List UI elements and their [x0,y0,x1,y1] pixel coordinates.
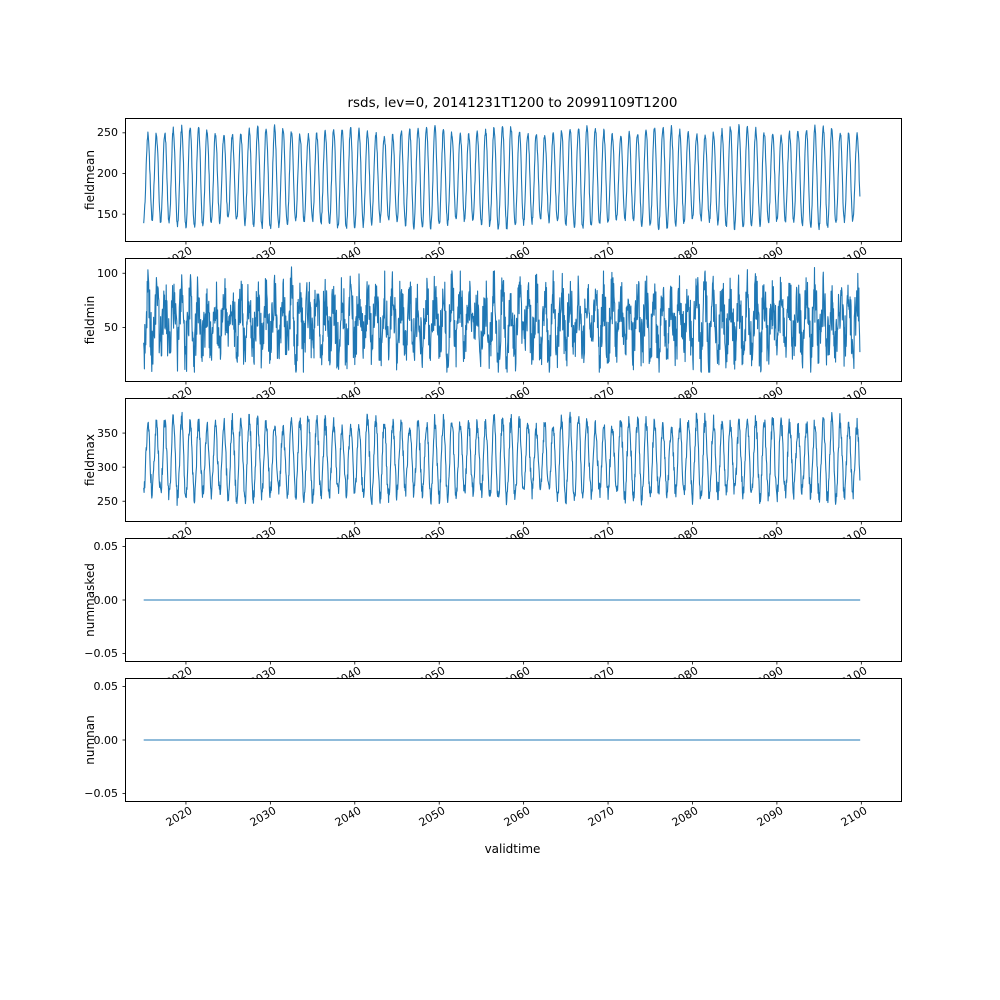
x-tick-label: 2030 [248,384,279,399]
x-tick-label: 2020 [163,804,195,830]
y-tick-label: 200 [97,166,118,180]
y-tick-label: 0.00 [93,593,119,607]
x-axis-label: validtime [484,842,541,856]
x-tick-label: 2050 [416,384,448,399]
x-tick-label: 2090 [754,244,786,259]
x-tick-label: 2060 [501,524,533,539]
subplot-fieldmean: fieldmean 150 200 250 2020 2030 2040 2050 2060… [83,118,902,259]
plot-area-fieldmean [122,124,862,245]
series-line [143,411,861,506]
figure-title: rsds, lev=0, 20141231T1200 to 20991109T1… [347,95,678,111]
x-tick-label: 2030 [248,524,279,539]
x-tick-labels: 2020 2030 2040 2050 2060 2070 2080 2090 2100 [126,522,946,539]
x-tick-label: 2060 [501,244,533,259]
y-tick-label: 0.05 [93,539,119,553]
x-tick-label: 2080 [670,524,701,539]
x-tick-label: 2050 [416,804,448,830]
x-tick-label: 2070 [585,804,617,830]
x-tick-label: 2100 [839,244,870,259]
x-tick-label: 2040 [332,664,364,679]
y-tick-label: 0.05 [93,679,119,693]
x-tick-label: 2100 [839,804,870,830]
x-tick-label: 2070 [585,384,617,399]
x-tick-label: 2040 [332,524,364,539]
x-tick-label: 2030 [248,804,279,830]
x-tick-label: 2080 [670,384,701,399]
y-tick-label: 150 [97,207,118,221]
x-tick-label: 2040 [332,804,364,830]
x-tick-label: 2020 [163,664,195,679]
x-tick-label: 2080 [670,244,701,259]
x-tick-label: 2060 [501,384,533,399]
x-tick-label: 2080 [670,804,701,830]
x-tick-label: 2070 [585,524,617,539]
y-tick-label: 250 [97,126,118,140]
series-line [143,124,861,231]
series-line [143,266,861,373]
x-tick-labels: 2020 2030 2040 2050 2060 2070 2080 2090 2100 [126,662,946,679]
x-tick-label: 2100 [839,524,870,539]
x-tick-label: 2090 [754,384,786,399]
y-tick-label: 0.00 [93,733,119,747]
y-tick-label: 250 [97,494,118,508]
subplot-fieldmax: fieldmax 250 300 350 2020 2030 2040 2050 2060 2… [83,398,902,539]
x-tick-label: 2020 [163,524,195,539]
y-axis-label-fieldmin: fieldmin [83,295,97,345]
y-tick-label: −0.05 [84,787,118,800]
plot-area-nummasked [122,546,862,665]
x-tick-labels: 2020 2030 2040 2050 2060 2070 2080 2090 2100 [126,242,946,259]
x-tick-label: 2020 [163,244,195,259]
x-tick-label: 2080 [670,664,701,679]
plot-area-fieldmin [122,266,862,385]
x-tick-label: 2070 [585,664,617,679]
y-tick-label: 300 [97,460,118,474]
x-tick-label: 2090 [754,664,786,679]
plot-area-numnan [122,686,862,805]
x-tick-label: 2090 [754,804,786,830]
y-axis-label-fieldmean: fieldmean [83,150,97,210]
y-tick-label: −0.05 [84,647,118,660]
subplot-numnan: numnan −0.05 0.00 0.05 2020 2030 2040 2050 206… [83,678,902,829]
x-tick-label: 2070 [585,244,617,259]
x-tick-label: 2040 [332,384,364,399]
x-tick-labels: 2020 2030 2040 2050 2060 2070 2080 2090 2100 [126,382,946,399]
x-tick-label: 2030 [248,664,279,679]
x-tick-label: 2060 [501,664,533,679]
x-tick-label: 2040 [332,244,364,259]
plot-area-fieldmax [122,411,862,525]
y-tick-label: 50 [104,321,118,335]
x-tick-label: 2100 [839,384,870,399]
x-tick-label: 2050 [416,244,448,259]
y-tick-label: 350 [97,426,118,440]
y-tick-label: 100 [97,266,118,280]
subplot-nummasked: nummasked −0.05 0.00 0.05 2020 2030 2040 2050… [83,538,902,679]
x-tick-label: 2050 [416,524,448,539]
x-tick-label: 2060 [501,804,533,830]
subplot-fieldmin: fieldmin 50 100 2020 2030 2040 2050 2060 2070 2… [83,258,902,399]
x-tick-label: 2020 [163,384,195,399]
x-tick-label: 2100 [839,664,870,679]
x-tick-labels: 2020 2030 2040 2050 2060 2070 2080 2090 2100 [126,802,946,832]
x-tick-label: 2090 [754,524,786,539]
x-tick-label: 2030 [248,244,279,259]
x-tick-label: 2050 [416,664,448,679]
